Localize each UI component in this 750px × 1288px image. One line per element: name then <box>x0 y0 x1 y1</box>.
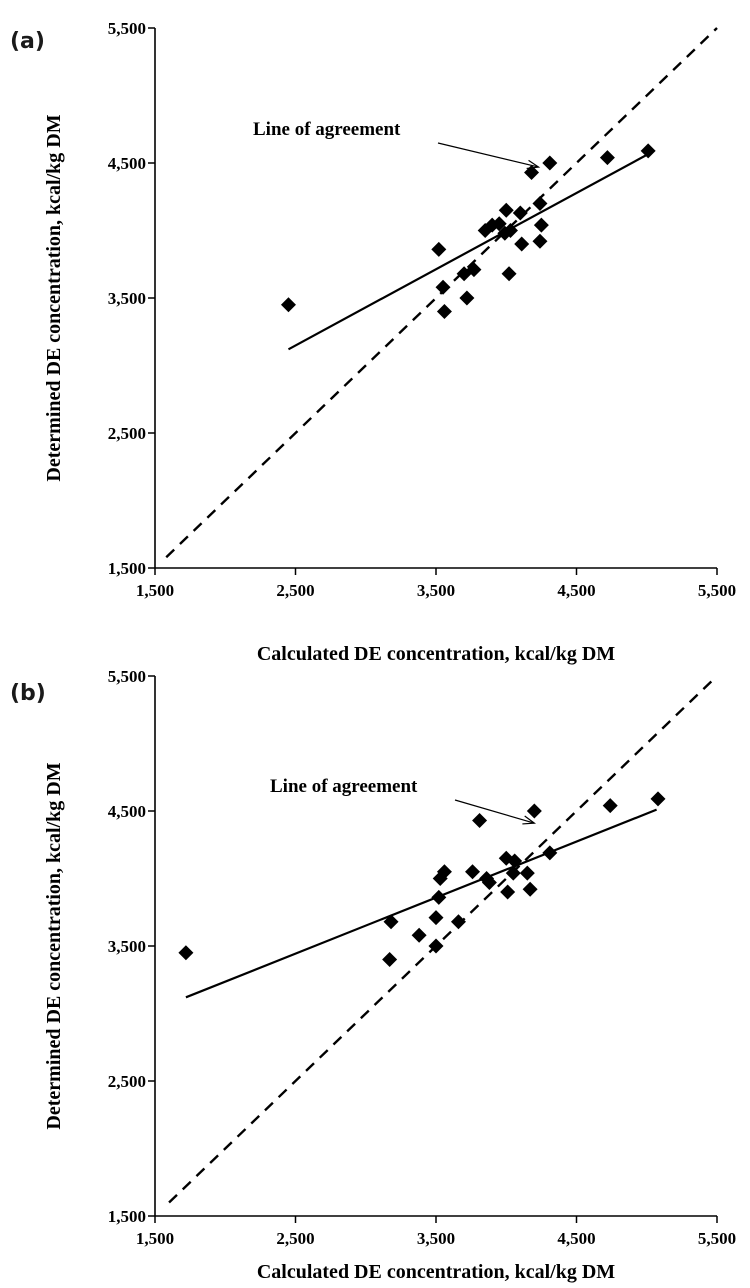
data-point <box>435 279 451 295</box>
data-point <box>428 910 444 926</box>
data-point <box>465 864 481 880</box>
data-point <box>542 155 558 171</box>
data-point <box>522 881 538 897</box>
annotation-arrow <box>454 799 535 824</box>
annotation-arrow <box>437 142 539 168</box>
data-point <box>602 798 618 814</box>
chart-panel: (a) 1,500 2,500 3,500 4,500 5,500 1,500 2,500 3,… <box>10 19 736 665</box>
annotation-arrowhead <box>526 159 541 170</box>
panel-label: (b) <box>10 681 46 706</box>
data-point <box>507 853 523 869</box>
data-point <box>650 791 666 807</box>
x-tick-label: 1,500 <box>136 581 174 600</box>
panel-label: (a) <box>10 29 45 54</box>
data-point <box>431 241 447 257</box>
y-tick-label: 4,500 <box>108 154 146 173</box>
data-point <box>450 914 466 930</box>
x-tick-label: 2,500 <box>276 581 314 600</box>
data-point <box>500 884 516 900</box>
data-point <box>501 266 517 282</box>
y-tick-label: 3,500 <box>108 937 146 956</box>
y-tick-label: 4,500 <box>108 802 146 821</box>
data-point <box>459 290 475 306</box>
data-point <box>382 952 398 967</box>
data-point <box>428 938 444 954</box>
y-tick-label: 1,500 <box>108 559 146 578</box>
data-point <box>431 889 447 905</box>
x-tick-label: 2,500 <box>276 1229 314 1248</box>
data-point <box>599 150 615 166</box>
annotation-label: Line of agreement <box>270 776 418 797</box>
y-tick-label: 3,500 <box>108 289 146 308</box>
data-point <box>502 223 518 238</box>
regression-line <box>287 153 648 351</box>
data-point <box>280 297 296 313</box>
x-tick-label: 4,500 <box>557 1229 595 1248</box>
data-point <box>505 865 521 881</box>
agreement-line <box>168 675 718 1204</box>
x-tick-label: 5,500 <box>698 581 736 600</box>
y-axis-title: Determined DE concentration, kcal/kg DM <box>43 762 65 1129</box>
data-point <box>472 812 488 828</box>
y-axis-title: Determined DE concentration, kcal/kg DM <box>43 114 65 481</box>
data-point <box>514 236 530 252</box>
data-point <box>526 803 542 819</box>
x-tick-label: 5,500 <box>698 1229 736 1248</box>
data-point <box>466 262 482 278</box>
data-point <box>436 304 452 319</box>
data-point <box>178 945 194 961</box>
y-tick-label: 2,500 <box>108 1072 146 1091</box>
data-point <box>533 217 549 233</box>
annotation-arrowhead <box>522 815 537 825</box>
data-point <box>532 233 548 249</box>
data-point <box>512 205 528 221</box>
data-point <box>491 216 507 232</box>
data-point <box>481 875 497 891</box>
x-axis-title: Calculated DE concentration, kcal/kg DM <box>257 643 615 665</box>
regression-line <box>185 808 657 999</box>
data-point <box>542 845 558 861</box>
data-point <box>519 865 535 881</box>
annotation-label: Line of agreement <box>253 119 401 140</box>
data-point <box>383 914 399 930</box>
y-tick-label: 2,500 <box>108 424 146 443</box>
x-axis-title: Calculated DE concentration, kcal/kg DM <box>257 1261 615 1283</box>
x-tick-label: 1,500 <box>136 1229 174 1248</box>
y-tick-label: 5,500 <box>108 19 146 38</box>
x-tick-label: 3,500 <box>417 1229 455 1248</box>
data-point <box>532 196 548 211</box>
data-point <box>640 143 656 159</box>
data-point <box>498 202 514 218</box>
data-point <box>411 927 427 943</box>
y-tick-label: 1,500 <box>108 1207 146 1226</box>
data-point <box>436 864 452 880</box>
chart-panel: (b) 1,500 2,500 3,500 4,500 5,500 1,500 2,500 3,… <box>10 667 736 1283</box>
x-tick-label: 4,500 <box>557 581 595 600</box>
x-tick-label: 3,500 <box>417 581 455 600</box>
y-tick-label: 5,500 <box>108 667 146 686</box>
